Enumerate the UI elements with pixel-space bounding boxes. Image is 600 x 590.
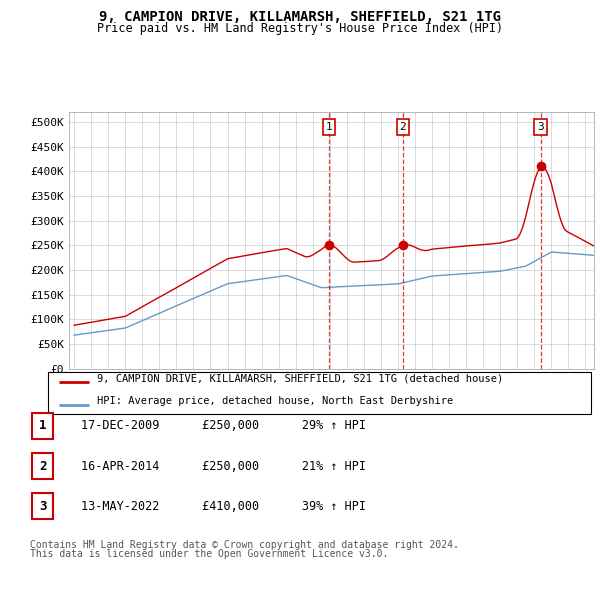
FancyBboxPatch shape — [32, 493, 53, 519]
Text: 3: 3 — [537, 122, 544, 132]
Text: 3: 3 — [39, 500, 46, 513]
Text: 17-DEC-2009      £250,000      29% ↑ HPI: 17-DEC-2009 £250,000 29% ↑ HPI — [81, 419, 366, 432]
Text: 9, CAMPION DRIVE, KILLAMARSH, SHEFFIELD, S21 1TG: 9, CAMPION DRIVE, KILLAMARSH, SHEFFIELD,… — [99, 10, 501, 24]
Text: 16-APR-2014      £250,000      21% ↑ HPI: 16-APR-2014 £250,000 21% ↑ HPI — [81, 460, 366, 473]
Text: 2: 2 — [400, 122, 406, 132]
Text: This data is licensed under the Open Government Licence v3.0.: This data is licensed under the Open Gov… — [30, 549, 388, 559]
FancyBboxPatch shape — [32, 453, 53, 479]
Text: 2: 2 — [39, 460, 46, 473]
FancyBboxPatch shape — [48, 372, 591, 414]
Text: 1: 1 — [39, 419, 46, 432]
Text: HPI: Average price, detached house, North East Derbyshire: HPI: Average price, detached house, Nort… — [97, 396, 453, 406]
Text: Price paid vs. HM Land Registry's House Price Index (HPI): Price paid vs. HM Land Registry's House … — [97, 22, 503, 35]
Text: 9, CAMPION DRIVE, KILLAMARSH, SHEFFIELD, S21 1TG (detached house): 9, CAMPION DRIVE, KILLAMARSH, SHEFFIELD,… — [97, 373, 503, 384]
Text: 1: 1 — [326, 122, 332, 132]
Text: Contains HM Land Registry data © Crown copyright and database right 2024.: Contains HM Land Registry data © Crown c… — [30, 540, 459, 550]
FancyBboxPatch shape — [32, 413, 53, 439]
Text: 13-MAY-2022      £410,000      39% ↑ HPI: 13-MAY-2022 £410,000 39% ↑ HPI — [81, 500, 366, 513]
